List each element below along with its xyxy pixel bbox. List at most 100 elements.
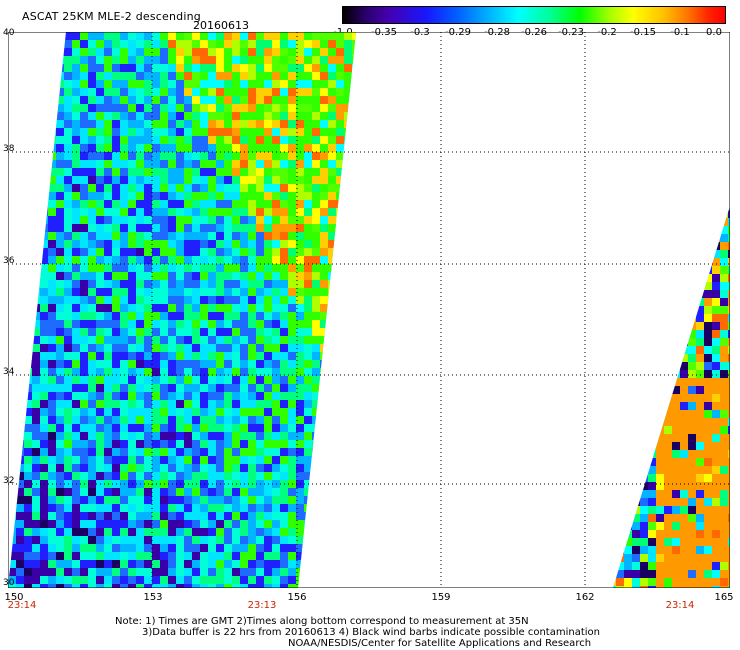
- swath-cell: [120, 408, 128, 416]
- swath-cell: [248, 488, 256, 496]
- swath-cell: [272, 272, 280, 280]
- swath-cell: [40, 72, 48, 80]
- swath-cell: [224, 48, 232, 56]
- swath-cell: [344, 328, 352, 336]
- swath-cell: [336, 176, 344, 184]
- swath-cell: [88, 512, 96, 520]
- swath-cell: [624, 282, 632, 290]
- swath-cell: [224, 136, 232, 144]
- swath-cell: [64, 368, 72, 376]
- swath-cell: [112, 176, 120, 184]
- swath-cell: [192, 120, 200, 128]
- swath-cell: [272, 152, 280, 160]
- swath-cell: [192, 528, 200, 536]
- swath-cell: [120, 336, 128, 344]
- swath-cell: [344, 240, 352, 248]
- swath-cell: [120, 552, 128, 560]
- swath-cell: [728, 514, 730, 522]
- swath-cell: [344, 128, 352, 136]
- swath-cell: [240, 208, 248, 216]
- swath-cell: [56, 152, 64, 160]
- swath-cell: [128, 576, 136, 584]
- swath-cell: [656, 506, 664, 514]
- swath-cell: [24, 568, 32, 576]
- swath-cell: [656, 370, 664, 378]
- swath-cell: [144, 384, 152, 392]
- swath-cell: [280, 144, 288, 152]
- swath-cell: [264, 128, 272, 136]
- swath-cell: [688, 258, 696, 266]
- swath-cell: [24, 544, 32, 552]
- swath-cell: [216, 32, 224, 40]
- swath-cell: [152, 80, 160, 88]
- swath-cell: [96, 328, 104, 336]
- swath-cell: [304, 472, 312, 480]
- swath-cell: [88, 120, 96, 128]
- swath-cell: [56, 128, 64, 136]
- swath-cell: [704, 522, 712, 530]
- swath-cell: [40, 456, 48, 464]
- swath-cell: [613, 562, 616, 570]
- swath-cell: [328, 224, 336, 232]
- swath-cell: [704, 282, 712, 290]
- swath-cell: [96, 56, 104, 64]
- swath-cell: [720, 354, 728, 362]
- swath-cell: [48, 216, 56, 224]
- swath-cell: [56, 208, 64, 216]
- swath-cell: [264, 192, 272, 200]
- swath-cell: [112, 240, 120, 248]
- swath-cell: [160, 296, 168, 304]
- swath-cell: [200, 112, 208, 120]
- swath-cell: [632, 282, 640, 290]
- swath-cell: [224, 544, 232, 552]
- swath-cell: [296, 136, 304, 144]
- swath-cell: [232, 368, 240, 376]
- swath-cell: [216, 496, 224, 504]
- swath-cell: [112, 384, 120, 392]
- swath-cell: [624, 346, 632, 354]
- swath-cell: [256, 560, 264, 568]
- swath-cell: [48, 520, 56, 528]
- swath-cell: [240, 40, 248, 48]
- swath-cell: [224, 32, 232, 40]
- swath-cell: [56, 496, 64, 504]
- swath-cell: [256, 136, 264, 144]
- swath-cell: [344, 464, 352, 472]
- swath-cell: [40, 248, 48, 256]
- swath-cell: [184, 144, 192, 152]
- swath-cell: [688, 298, 696, 306]
- swath-cell: [264, 560, 272, 568]
- swath-cell: [112, 56, 120, 64]
- swath-cell: [728, 458, 730, 466]
- swath-cell: [288, 136, 296, 144]
- swath-cell: [56, 336, 64, 344]
- swath-cell: [80, 536, 88, 544]
- swath-cell: [664, 458, 672, 466]
- swath-cell: [656, 314, 664, 322]
- swath-cell: [120, 504, 128, 512]
- swath-cell: [288, 456, 296, 464]
- swath-cell: [72, 160, 80, 168]
- swath-cell: [152, 200, 160, 208]
- swath-cell: [680, 274, 688, 282]
- swath-cell: [696, 466, 704, 474]
- swath-cell: [16, 80, 24, 88]
- swath-cell: [312, 72, 320, 80]
- swath-cell: [16, 200, 24, 208]
- swath-cell: [152, 512, 160, 520]
- swath-cell: [24, 80, 32, 88]
- swath-cell: [640, 370, 648, 378]
- swath-cell: [40, 576, 48, 584]
- swath-cell: [320, 88, 328, 96]
- swath-cell: [192, 208, 200, 216]
- swath-cell: [16, 96, 24, 104]
- swath-cell: [72, 240, 80, 248]
- swath-cell: [56, 360, 64, 368]
- swath-cell: [16, 240, 24, 248]
- time-label: 23:13: [247, 600, 277, 611]
- swath-cell: [184, 296, 192, 304]
- swath-cell: [613, 354, 616, 362]
- swath-cell: [272, 264, 280, 272]
- swath-cell: [640, 570, 648, 578]
- swath-cell: [152, 176, 160, 184]
